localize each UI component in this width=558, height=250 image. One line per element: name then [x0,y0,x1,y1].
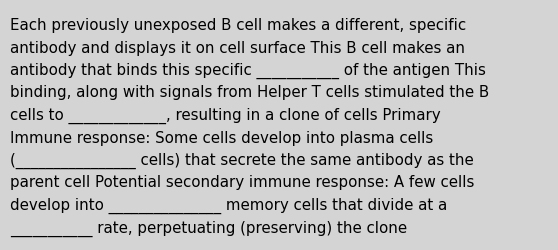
Text: cells to _____________, resulting in a clone of cells Primary: cells to _____________, resulting in a c… [10,108,441,124]
Text: parent cell Potential secondary immune response: A few cells: parent cell Potential secondary immune r… [10,175,474,190]
Text: antibody that binds this specific ___________ of the antigen This: antibody that binds this specific ______… [10,63,486,79]
Text: Immune response: Some cells develop into plasma cells: Immune response: Some cells develop into… [10,130,433,145]
Text: Each previously unexposed B cell makes a different, specific: Each previously unexposed B cell makes a… [10,18,466,33]
Text: binding, along with signals from Helper T cells stimulated the B: binding, along with signals from Helper … [10,85,489,100]
Text: antibody and displays it on cell surface This B cell makes an: antibody and displays it on cell surface… [10,40,465,55]
Text: (________________ cells) that secrete the same antibody as the: (________________ cells) that secrete th… [10,152,474,168]
Text: develop into _______________ memory cells that divide at a: develop into _______________ memory cell… [10,197,448,213]
Text: ___________ rate, perpetuating (preserving) the clone: ___________ rate, perpetuating (preservi… [10,220,407,236]
